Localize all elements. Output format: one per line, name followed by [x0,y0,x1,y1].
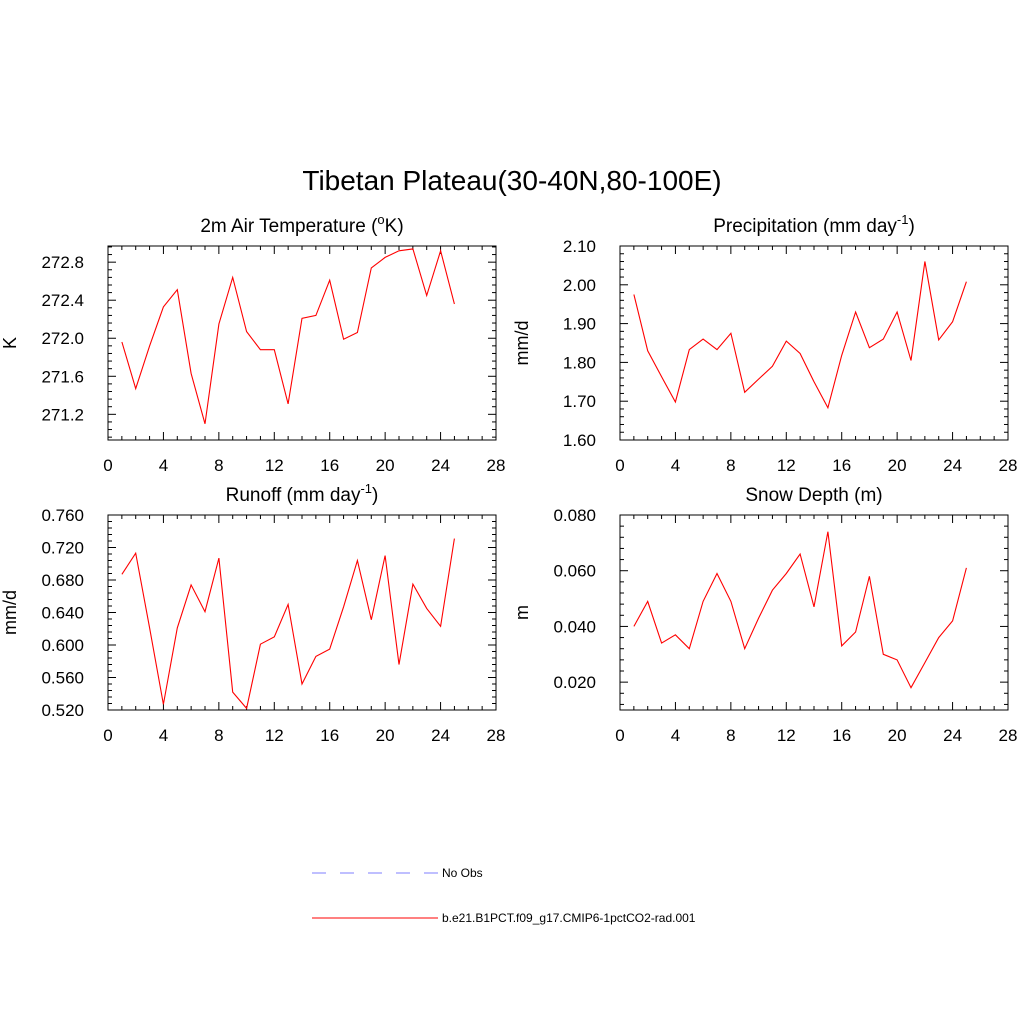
x-tick-label: 28 [999,726,1018,745]
x-tick-label: 16 [320,726,339,745]
plot-frame [107,245,497,441]
y-tick-label: 0.600 [41,636,84,655]
x-tick-label: 28 [487,456,506,475]
x-tick-label: 12 [777,726,796,745]
x-tick-label: 8 [726,726,735,745]
y-axis-label: K [0,337,20,349]
y-tick-label: 271.2 [41,405,84,424]
figure-title: Tibetan Plateau(30-40N,80-100E) [302,165,721,196]
y-axis-label: mm/d [512,321,532,366]
panel-runoff: 0 4 8 12 16 20 24 28 0.520 0.560 0.600 0.640 0.680 0.… [0,481,505,745]
panel-title: 2m Air Temperature (oK) [200,212,403,237]
series-line-precipitation [633,261,967,410]
y-tick-label: 0.520 [41,701,84,720]
x-tick-label: 0 [615,456,624,475]
y-tick-label: 0.680 [41,571,84,590]
x-tick-label: 0 [615,726,624,745]
x-tick-label: 8 [214,726,223,745]
x-tick-label: 4 [159,456,168,475]
y-tick-label: 0.760 [41,506,84,525]
x-tick-label: 20 [888,726,907,745]
x-tick-label: 16 [832,726,851,745]
plot-frame [107,514,497,711]
plot-frame [619,514,1009,711]
x-tick-label: 4 [671,726,680,745]
x-tick-label: 12 [265,456,284,475]
x-tick-label: 8 [214,456,223,475]
x-tick-label: 28 [999,456,1018,475]
y-tick-label: 1.90 [563,315,596,334]
y-tick-label: 272.4 [41,291,84,310]
panel-temperature: 0 4 8 12 16 20 24 28 271.2 271.6 272.0 272.4 272.8 2m… [0,212,505,475]
x-tick-label: 12 [777,456,796,475]
x-tick-label: 20 [376,726,395,745]
legend: No Obs b.e21.B1PCT.f09_g17.CMIP6-1pctCO2… [312,866,696,925]
x-tick-label: 28 [487,726,506,745]
x-tick-label: 24 [431,726,450,745]
x-tick-label: 20 [888,456,907,475]
x-tick-label: 12 [265,726,284,745]
y-axis-label: mm/d [0,590,20,635]
y-tick-label: 0.640 [41,604,84,623]
panel-precipitation: 0 4 8 12 16 20 24 28 1.60 1.70 1.80 1.90 2.00 2.10 Pre… [512,212,1017,475]
x-tick-label: 0 [103,456,112,475]
x-tick-label: 16 [320,456,339,475]
x-tick-label: 24 [943,456,962,475]
x-tick-label: 4 [159,726,168,745]
series-line-snow-depth [633,531,967,689]
y-tick-label: 272.8 [41,253,84,272]
series-line-runoff [121,538,455,710]
y-tick-label: 0.060 [553,562,596,581]
x-tick-label: 24 [943,726,962,745]
legend-model-label: b.e21.B1PCT.f09_g17.CMIP6-1pctCO2-rad.00… [442,911,696,925]
legend-obs-label: No Obs [442,866,483,880]
panels: 0 4 8 12 16 20 24 28 271.2 271.6 272.0 272.4 272.8 2m… [0,212,1017,745]
y-tick-label: 0.080 [553,506,596,525]
series-line-temperature [121,248,455,424]
y-tick-label: 1.60 [563,431,596,450]
panel-title: Snow Depth (m) [745,485,882,506]
x-tick-label: 16 [832,456,851,475]
panel-snow-depth: 0 4 8 12 16 20 24 28 0.020 0.040 0.060 0.080 Snow De… [512,485,1017,745]
y-axis-label: m [512,605,532,620]
y-tick-label: 2.10 [563,237,596,256]
y-tick-label: 0.020 [553,673,596,692]
y-tick-label: 271.6 [41,367,84,386]
x-tick-label: 20 [376,456,395,475]
y-tick-label: 2.00 [563,276,596,295]
y-tick-label: 272.0 [41,329,84,348]
y-tick-label: 0.720 [41,539,84,558]
y-tick-label: 1.80 [563,353,596,372]
x-tick-label: 24 [431,456,450,475]
plot-frame [619,245,1009,441]
panel-title: Runoff (mm day-1) [226,481,379,506]
panel-title: Precipitation (mm day-1) [713,212,915,237]
x-tick-label: 4 [671,456,680,475]
y-tick-label: 1.70 [563,392,596,411]
x-tick-label: 8 [726,456,735,475]
y-tick-label: 0.560 [41,669,84,688]
y-tick-label: 0.040 [553,617,596,636]
x-tick-label: 0 [103,726,112,745]
